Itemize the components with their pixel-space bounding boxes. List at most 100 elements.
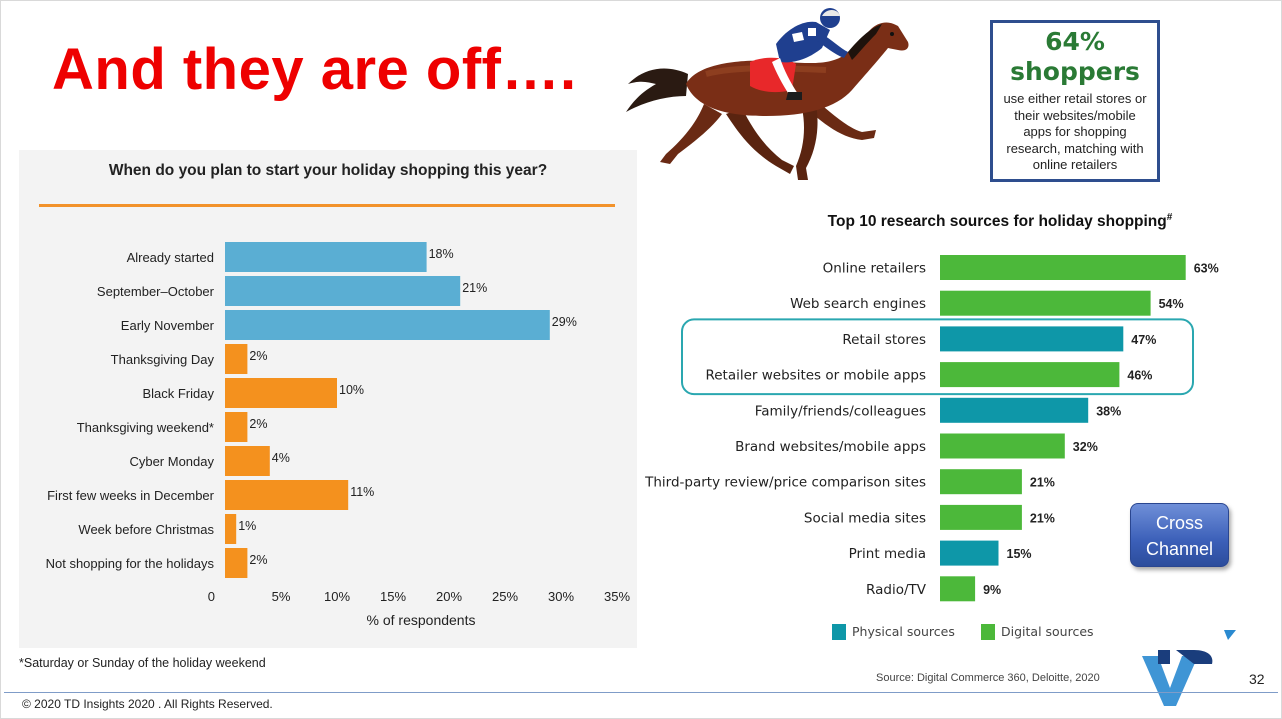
source-category-label: Retailer websites or mobile apps: [705, 368, 926, 384]
footer-divider: [4, 692, 1278, 693]
stat-line: use either retail stores or: [1003, 91, 1147, 106]
source-bar: [940, 255, 1186, 280]
source-value-label: 15%: [1007, 547, 1032, 561]
source-bar: [940, 469, 1022, 495]
source-note: Source: Digital Commerce 360, Deloitte, …: [876, 672, 1100, 684]
x-tick-label: 20%: [436, 589, 462, 604]
x-tick-label: 0: [208, 589, 215, 604]
source-bar: [940, 397, 1089, 423]
source-bar: [940, 362, 1120, 388]
bar: [225, 548, 248, 578]
cross-channel-label-line: Channel: [1145, 539, 1214, 559]
bar: [225, 242, 427, 272]
value-label: 21%: [462, 281, 487, 295]
omnichannel-highlight-outline: [681, 318, 1194, 396]
stat-line: online retailers: [1032, 157, 1118, 172]
legend-swatch: [832, 624, 846, 640]
page-number: 32: [1249, 671, 1265, 687]
source-category-label: Radio/TV: [866, 582, 927, 598]
slide-title: And they are off….: [52, 37, 577, 102]
source-bar: [940, 433, 1065, 459]
x-tick-label: 30%: [548, 589, 574, 604]
shoppers-stat-callout: 64% shoppers use either retail stores or…: [990, 20, 1160, 182]
source-bar: [940, 504, 1022, 530]
value-label: 29%: [552, 315, 577, 329]
stat-line: apps for shopping: [1023, 124, 1127, 139]
stat-line: their websites/mobile: [1014, 107, 1136, 123]
category-label: Cyber Monday: [129, 454, 214, 469]
value-label: 11%: [350, 485, 374, 499]
source-category-label: Online retailers: [823, 261, 926, 277]
source-value-label: 21%: [1030, 476, 1055, 490]
source-value-label: 32%: [1073, 440, 1098, 454]
source-value-label: 47%: [1131, 333, 1156, 347]
x-tick-label: 5%: [272, 589, 291, 604]
source-value-label: 21%: [1030, 511, 1055, 525]
source-bar: [940, 326, 1124, 352]
bar: [225, 276, 461, 306]
source-bar: [940, 576, 976, 602]
source-category-label: Web search engines: [790, 296, 926, 312]
value-label: 1%: [238, 519, 256, 533]
title-footnote-mark: #: [1167, 212, 1173, 223]
bar: [225, 412, 248, 442]
legend-label: Physical sources: [852, 624, 955, 639]
research-chart-title: Top 10 research sources for holiday shop…: [828, 212, 1173, 230]
category-label: Thanksgiving weekend*: [77, 420, 214, 435]
category-label: Not shopping for the holidays: [46, 556, 215, 571]
source-category-label: Brand websites/mobile apps: [735, 439, 926, 455]
shopping-start-bar-chart: Already started 18% September–October 21% Ea…: [46, 242, 630, 628]
stat-line: research, matching with: [1006, 140, 1144, 156]
x-axis-title: % of respondents: [367, 612, 476, 628]
category-label: Thanksgiving Day: [111, 352, 215, 367]
cross-channel-button[interactable]: Cross Channel: [1130, 503, 1229, 567]
bar: [225, 514, 237, 544]
stat-subject: shoppers: [1010, 57, 1140, 86]
value-label: 18%: [429, 247, 454, 261]
category-label: September–October: [97, 284, 215, 299]
td-insights-logo: [1142, 630, 1236, 706]
source-category-label: Retail stores: [842, 332, 926, 348]
source-bar: [940, 540, 999, 566]
value-label: 2%: [249, 349, 267, 363]
x-tick-label: 35%: [604, 589, 630, 604]
x-tick-label: 10%: [324, 589, 350, 604]
racehorse-jockey-image: [626, 4, 916, 186]
source-category-label: Family/friends/colleagues: [755, 403, 926, 419]
legend-swatch: [981, 624, 995, 640]
source-category-label: Social media sites: [804, 510, 926, 526]
value-label: 2%: [249, 553, 267, 567]
source-value-label: 63%: [1194, 262, 1219, 276]
source-value-label: 9%: [983, 583, 1001, 597]
cross-channel-label-line: Cross: [1155, 513, 1203, 533]
bar: [225, 480, 349, 510]
bar: [225, 344, 248, 374]
category-label: First few weeks in December: [47, 488, 215, 503]
bar: [225, 310, 550, 340]
x-tick-label: 15%: [380, 589, 406, 604]
category-label: Early November: [121, 318, 215, 333]
category-label: Black Friday: [142, 386, 214, 401]
x-tick-label: 25%: [492, 589, 518, 604]
source-value-label: 46%: [1127, 369, 1152, 383]
research-sources-bar-chart: Top 10 research sources for holiday shop…: [644, 212, 1219, 640]
footnote: *Saturday or Sunday of the holiday weeke…: [19, 656, 266, 670]
stat-description: use either retail stores or their websit…: [993, 91, 1157, 174]
copyright-notice: © 2020 TD Insights 2020 . All Rights Res…: [22, 697, 273, 711]
category-label: Already started: [127, 250, 214, 265]
value-label: 10%: [339, 383, 364, 397]
source-value-label: 38%: [1096, 404, 1121, 418]
source-category-label: Third-party review/price comparison site…: [644, 475, 926, 491]
value-label: 4%: [272, 451, 290, 465]
title-underline: [39, 204, 615, 207]
source-value-label: 54%: [1159, 297, 1184, 311]
shopping-start-chart-panel: When do you plan to start your holiday s…: [19, 150, 637, 648]
stat-percent: 64%: [1045, 27, 1105, 56]
legend-label: Digital sources: [1001, 624, 1094, 639]
bar: [225, 446, 270, 476]
value-label: 2%: [249, 417, 267, 431]
shopping-start-chart-title: When do you plan to start your holiday s…: [108, 162, 548, 179]
source-category-label: Print media: [849, 546, 926, 562]
category-label: Week before Christmas: [78, 522, 214, 537]
bar: [225, 378, 337, 408]
